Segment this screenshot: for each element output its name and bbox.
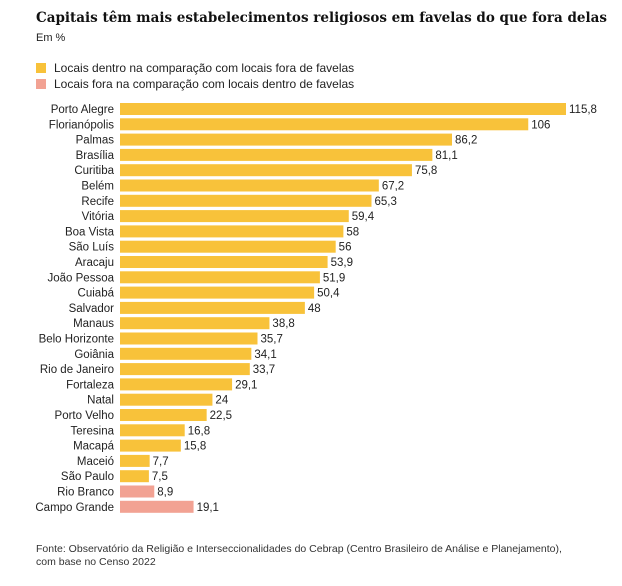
category-label: Cuiabá bbox=[78, 288, 115, 300]
value-label: 67,2 bbox=[382, 181, 404, 193]
category-label: Florianópolis bbox=[49, 119, 114, 131]
value-label: 35,7 bbox=[260, 334, 282, 346]
category-label: Boa Vista bbox=[65, 226, 115, 238]
category-label: Maceió bbox=[77, 456, 114, 468]
category-label: Goiânia bbox=[74, 349, 114, 361]
value-label: 34,1 bbox=[254, 349, 276, 361]
bar bbox=[120, 103, 566, 115]
source-note: Fonte: Observatório da Religião e Inters… bbox=[36, 543, 596, 569]
bar bbox=[120, 424, 185, 437]
value-label: 65,3 bbox=[375, 196, 397, 208]
source-line-1: Fonte: Observatório da Religião e Inters… bbox=[36, 543, 562, 555]
bar bbox=[120, 332, 258, 345]
value-label: 15,8 bbox=[184, 441, 206, 453]
legend-item-outside: Locais fora na comparação com locais den… bbox=[36, 76, 354, 92]
bar-chart: Porto Alegre 115,8 Florianópolis 106 Palmas 8… bbox=[35, 103, 597, 514]
value-label: 19,1 bbox=[197, 502, 219, 514]
category-label: Porto Alegre bbox=[51, 104, 114, 116]
legend: Locais dentro na comparação com locais f… bbox=[36, 60, 354, 92]
bar bbox=[120, 179, 379, 192]
bar bbox=[120, 133, 452, 146]
category-label: Teresina bbox=[71, 425, 115, 437]
chart-subtitle: Em % bbox=[36, 32, 66, 44]
category-label: Rio Branco bbox=[57, 487, 114, 499]
category-label: São Paulo bbox=[61, 471, 114, 483]
chart-title: Capitais têm mais estabelecimentos relig… bbox=[36, 10, 607, 26]
legend-label-inside: Locais dentro na comparação com locais f… bbox=[54, 61, 355, 75]
category-label: Brasília bbox=[76, 150, 115, 162]
value-label: 22,5 bbox=[210, 410, 232, 422]
bar bbox=[120, 409, 207, 421]
value-label: 75,8 bbox=[415, 165, 437, 177]
category-label: Rio de Janeiro bbox=[40, 364, 114, 376]
bar bbox=[120, 347, 252, 360]
bar bbox=[120, 439, 181, 452]
bar bbox=[120, 363, 250, 376]
value-label: 8,9 bbox=[157, 487, 173, 499]
category-label: Recife bbox=[81, 196, 114, 208]
bar bbox=[120, 240, 336, 253]
category-label: Palmas bbox=[76, 135, 115, 147]
bar bbox=[120, 500, 194, 513]
category-label: São Luís bbox=[69, 242, 115, 254]
category-label: Fortaleza bbox=[66, 379, 115, 391]
category-label: Salvador bbox=[69, 303, 115, 315]
source-line-2: com base no Censo 2022 bbox=[36, 556, 156, 568]
value-label: 106 bbox=[531, 119, 550, 131]
bar bbox=[120, 393, 213, 406]
value-label: 24 bbox=[215, 395, 228, 407]
bar bbox=[120, 454, 150, 467]
bar bbox=[120, 301, 305, 314]
value-label: 58 bbox=[346, 226, 359, 238]
bar bbox=[120, 194, 372, 207]
value-label: 16,8 bbox=[188, 425, 210, 437]
legend-swatch-outside bbox=[36, 79, 46, 89]
category-label: Manaus bbox=[73, 318, 114, 330]
legend-swatch-inside bbox=[36, 63, 46, 73]
value-label: 33,7 bbox=[253, 364, 275, 376]
bar bbox=[120, 470, 149, 483]
bar bbox=[120, 317, 270, 330]
bar bbox=[120, 286, 315, 299]
value-label: 81,1 bbox=[435, 150, 457, 162]
bar bbox=[120, 256, 328, 268]
legend-label-outside: Locais fora na comparação com locais den… bbox=[54, 77, 355, 91]
bar bbox=[120, 378, 233, 391]
bar bbox=[120, 118, 529, 131]
category-label: Campo Grande bbox=[35, 502, 114, 514]
value-label: 53,9 bbox=[331, 257, 353, 269]
bar bbox=[120, 271, 320, 284]
value-label: 51,9 bbox=[323, 272, 345, 284]
value-label: 48 bbox=[308, 303, 321, 315]
legend-item-inside: Locais dentro na comparação com locais f… bbox=[36, 60, 354, 76]
bar bbox=[120, 148, 433, 161]
bar bbox=[120, 225, 344, 238]
category-label: Curitiba bbox=[74, 165, 114, 177]
value-label: 7,7 bbox=[153, 456, 169, 468]
category-label: Natal bbox=[87, 395, 114, 407]
category-label: João Pessoa bbox=[48, 272, 115, 284]
value-label: 115,8 bbox=[569, 104, 597, 116]
value-label: 56 bbox=[339, 242, 352, 254]
bar bbox=[120, 164, 412, 177]
bar bbox=[120, 210, 349, 223]
category-label: Porto Velho bbox=[55, 410, 114, 422]
category-label: Belo Horizonte bbox=[39, 334, 114, 346]
bar bbox=[120, 485, 155, 498]
category-label: Macapá bbox=[73, 441, 115, 453]
value-label: 50,4 bbox=[317, 288, 340, 300]
category-label: Vitória bbox=[82, 211, 115, 223]
value-label: 59,4 bbox=[352, 211, 375, 223]
category-label: Aracaju bbox=[75, 257, 114, 269]
value-label: 7,5 bbox=[152, 471, 168, 483]
value-label: 29,1 bbox=[235, 379, 257, 391]
value-label: 38,8 bbox=[272, 318, 294, 330]
value-label: 86,2 bbox=[455, 135, 477, 147]
category-label: Belém bbox=[81, 181, 114, 193]
